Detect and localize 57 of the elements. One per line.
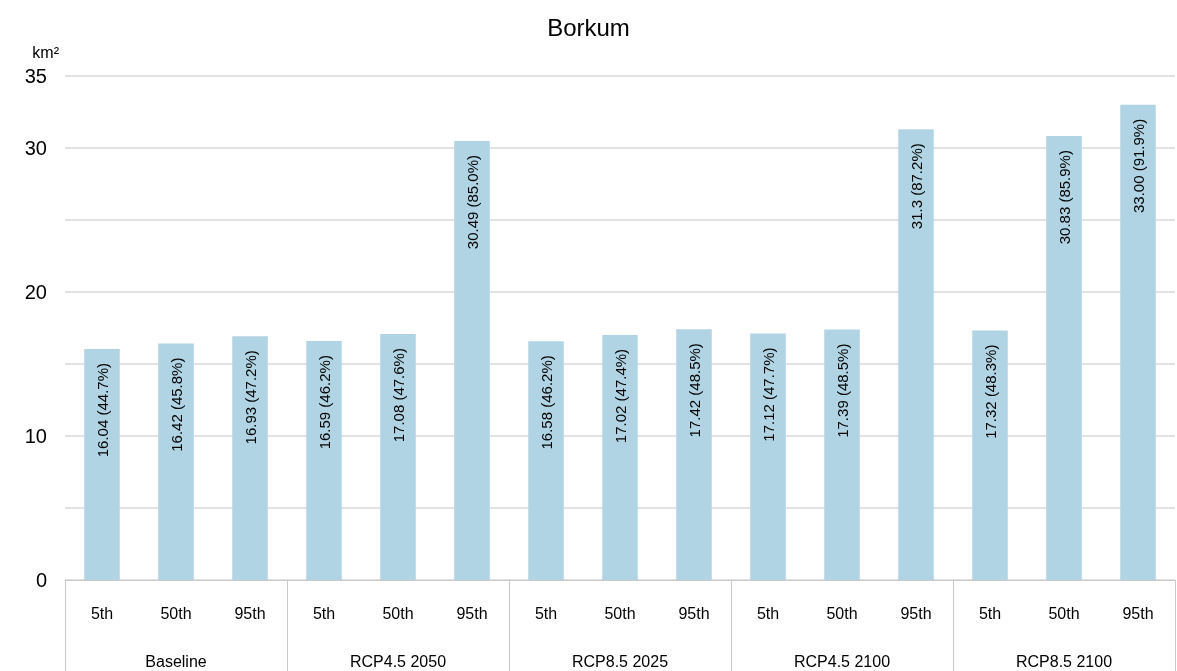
data-label: 16.04 (44.7%) [93, 363, 111, 458]
data-label: 17.42 (48.5%) [685, 343, 703, 438]
text: RCP8.5 2100 [1015, 652, 1113, 670]
x-tick-label: 50th [604, 604, 636, 622]
bar [306, 341, 342, 580]
x-tick-label: 50th [1048, 604, 1080, 622]
y-tick-label: 20 [24, 281, 47, 303]
bar [676, 329, 712, 580]
bar [824, 329, 860, 580]
data-label: 17.12 (47.7%) [759, 347, 777, 442]
bar [232, 336, 268, 580]
x-tick-label: 5th [90, 604, 114, 622]
bar [898, 129, 934, 580]
data-label: 17.02 (47.4%) [611, 348, 629, 444]
data-label: 16.93 (47.2%) [241, 350, 259, 445]
bar [750, 333, 786, 580]
data-label: 30.49 (85.0%) [463, 154, 481, 250]
y-tick-label: 30 [24, 137, 47, 159]
x-tick-label: 50th [160, 604, 192, 622]
bar [602, 334, 638, 580]
bar [380, 334, 416, 580]
data-label: 17.39 (48.5%) [833, 343, 851, 438]
x-tick-label: 95th [900, 604, 932, 622]
x-tick-label: 95th [678, 604, 710, 622]
bar [972, 330, 1008, 580]
text: RCP4.5 2100 [793, 652, 891, 670]
x-tick-label: 95th [456, 604, 488, 622]
data-label: 30.83 (85.9%) [1055, 150, 1073, 245]
bar [528, 341, 564, 580]
text: Baseline [145, 652, 207, 670]
y-axis-title: km² [32, 43, 60, 61]
chart-title: Borkum [547, 13, 630, 41]
y-tick-label: 0 [35, 569, 47, 591]
x-tick-label: 95th [234, 604, 266, 622]
y-tick-label: 35 [24, 65, 47, 87]
data-label: 16.59 (46.2%) [315, 355, 333, 450]
text: RCP4.5 2050 [349, 652, 447, 670]
bar [158, 343, 194, 580]
data-label: 17.08 (47.6%) [389, 348, 407, 443]
bar [1046, 136, 1082, 580]
x-tick-label: 5th [534, 604, 558, 622]
data-label: 16.58 (46.2%) [537, 355, 555, 450]
data-label: 17.32 (48.3%) [981, 344, 999, 439]
x-tick-label: 5th [312, 604, 336, 622]
x-tick-label: 5th [756, 604, 780, 622]
text: RCP8.5 2025 [571, 652, 669, 670]
bar [84, 349, 120, 580]
x-tick-label: 50th [382, 604, 414, 622]
data-label: 31.3 (87.2%) [907, 143, 925, 230]
bar [454, 140, 490, 580]
data-label: 33.00 (91.9%) [1129, 118, 1147, 214]
x-tick-label: 95th [1122, 604, 1154, 622]
data-label: 16.42 (45.8%) [167, 357, 185, 452]
x-tick-label: 50th [826, 604, 858, 622]
bar [1120, 104, 1156, 580]
x-tick-label: 5th [978, 604, 1002, 622]
y-tick-label: 10 [24, 425, 47, 447]
